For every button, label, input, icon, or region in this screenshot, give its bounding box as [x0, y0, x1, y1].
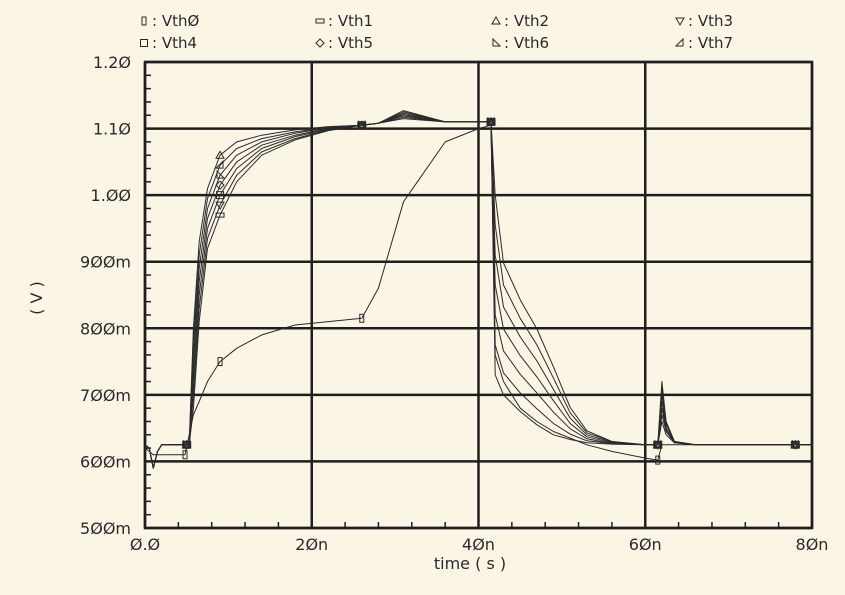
x-tick-label: Ø.Ø	[130, 535, 160, 554]
flat-rect-legend-icon	[315, 18, 325, 24]
grid	[143, 60, 814, 530]
legend-entry: : Vth7	[688, 34, 733, 52]
legend-entry: : Vth4	[152, 34, 197, 52]
legend-entry: : Vth2	[504, 12, 549, 30]
thin-rect-marker	[655, 455, 661, 465]
y-tick-label: 9ØØm	[80, 253, 131, 272]
triangle-left-marker	[790, 439, 799, 449]
thin-rect-legend-icon	[141, 16, 147, 26]
x-axis-label: time ( s )	[434, 554, 506, 573]
y-tick-label: 8ØØm	[80, 319, 131, 338]
square-marker	[216, 191, 225, 200]
triangle-left-marker	[356, 120, 366, 129]
legend-entry: : Vth1	[328, 12, 373, 30]
x-tick-label: 6Øn	[629, 535, 662, 554]
y-tick-label: 1.1Ø	[93, 120, 131, 139]
y-axis-label: ( V )	[27, 281, 46, 315]
legend-entry: : Vth3	[688, 12, 733, 30]
triangle-right-legend-icon	[492, 37, 502, 47]
flat-rect-marker	[215, 212, 225, 218]
triangle-left-marker	[652, 439, 662, 449]
trace-vth0	[144, 124, 812, 461]
x-axis: Ø.Ø 2Øn 4Øn 6Øn 8Øn	[130, 535, 829, 554]
x-tick-label: 2Øn	[295, 535, 328, 554]
square-legend-icon	[140, 39, 148, 47]
thin-rect-marker	[217, 357, 223, 367]
x-tick-label: 4Øn	[462, 535, 495, 554]
triangle-down-marker	[215, 201, 225, 211]
y-axis: 5ØØm 6ØØm 7ØØm 8ØØm 9ØØm 1.ØØ 1.1Ø 1.2Ø	[80, 53, 131, 538]
triangle-right-marker	[216, 169, 226, 179]
triangle-down-legend-icon	[675, 17, 685, 27]
triangle-up-legend-icon	[491, 15, 501, 25]
diamond-legend-icon	[315, 38, 325, 48]
triangle-up-marker	[215, 150, 225, 159]
thin-rect-marker	[359, 313, 365, 323]
y-tick-label: 1.ØØ	[91, 186, 131, 205]
y-tick-label: 1.2Ø	[93, 53, 131, 72]
legend: : VthØ : Vth1 : Vth2 : Vth3 : Vth4 : Vth5 : Vt…	[140, 12, 733, 52]
triangle-left-marker	[214, 159, 224, 169]
triangle-left-legend-icon	[674, 37, 684, 47]
y-tick-label: 5ØØm	[80, 519, 131, 538]
legend-entry: : Vth5	[328, 34, 373, 52]
triangle-left-marker	[485, 116, 495, 126]
thin-rect-marker	[182, 450, 188, 460]
diamond-marker	[215, 180, 225, 190]
x-tick-label: 8Øn	[796, 535, 829, 554]
triangle-left-marker	[181, 439, 191, 449]
y-tick-label: 7ØØm	[80, 386, 131, 405]
legend-entry: : VthØ	[152, 12, 199, 30]
y-tick-label: 6ØØm	[80, 452, 131, 471]
markers	[181, 116, 801, 465]
legend-entry: : Vth6	[504, 34, 549, 52]
